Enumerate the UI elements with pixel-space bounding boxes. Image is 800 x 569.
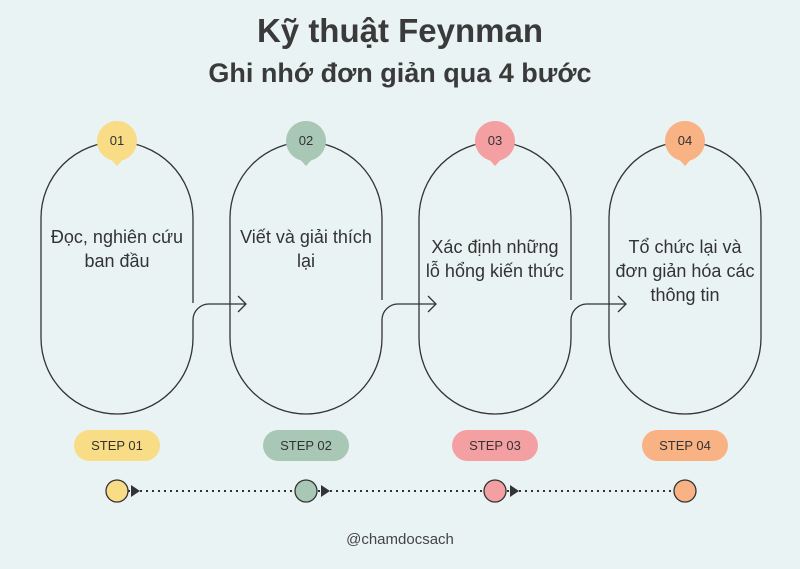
capsule-2-top [229,141,383,304]
step-4-text: Tổ chức lại và đơn giản hóa các thông ti… [615,237,755,305]
badge-2-circle [285,121,326,162]
arrow-1-head [237,295,247,313]
badge-4-circle [664,121,705,162]
badge-1-number: 01 [110,133,124,148]
badge-2-tail [297,156,315,166]
badge-2: 02 [285,121,326,166]
badge-3-circle [474,121,515,162]
timeline-node-2 [294,479,318,503]
step-1-text: Đọc, nghiên cứu ban đầu [50,227,184,271]
badge-1-tail [108,156,126,166]
badge-3-tail [486,156,504,166]
arrow-3-head [617,295,627,313]
capsule-2-outline [229,303,436,415]
timeline-arrow-2 [321,485,330,497]
step-2-pill: STEP 02 [263,430,349,461]
timeline [105,479,697,503]
timeline-arrow-3 [510,485,519,497]
capsule-4-outline [608,141,762,415]
step-3-text: Xác định những lỗ hổng kiến thức [425,237,565,281]
step-4-pill: STEP 04 [642,430,728,461]
footer-handle: @chamdocsach [346,531,454,548]
timeline-node-1 [105,479,129,503]
arrow-2-head [427,295,437,313]
capsule-1-outline [40,141,245,415]
page-title: Kỹ thuật Feynman [256,12,544,49]
badge-4-number: 04 [678,133,692,148]
page-subtitle: Ghi nhớ đơn giản qua 4 bước [208,58,592,88]
step-3-pill: STEP 03 [452,430,538,461]
timeline-node-4 [673,479,697,503]
badge-1: 01 [96,121,137,166]
badge-3-number: 03 [488,133,502,148]
badge-1-circle [96,121,137,162]
badge-3: 03 [474,121,515,166]
badge-4-tail [676,156,694,166]
badge-4: 04 [664,121,705,166]
timeline-node-3 [483,479,507,503]
step-1-pill: STEP 01 [74,430,160,461]
timeline-arrow-1 [131,485,140,497]
step-2-text: Viết và giải thích lại [240,227,372,271]
badge-2-number: 02 [299,133,313,148]
capsule-3-outline [418,303,626,415]
